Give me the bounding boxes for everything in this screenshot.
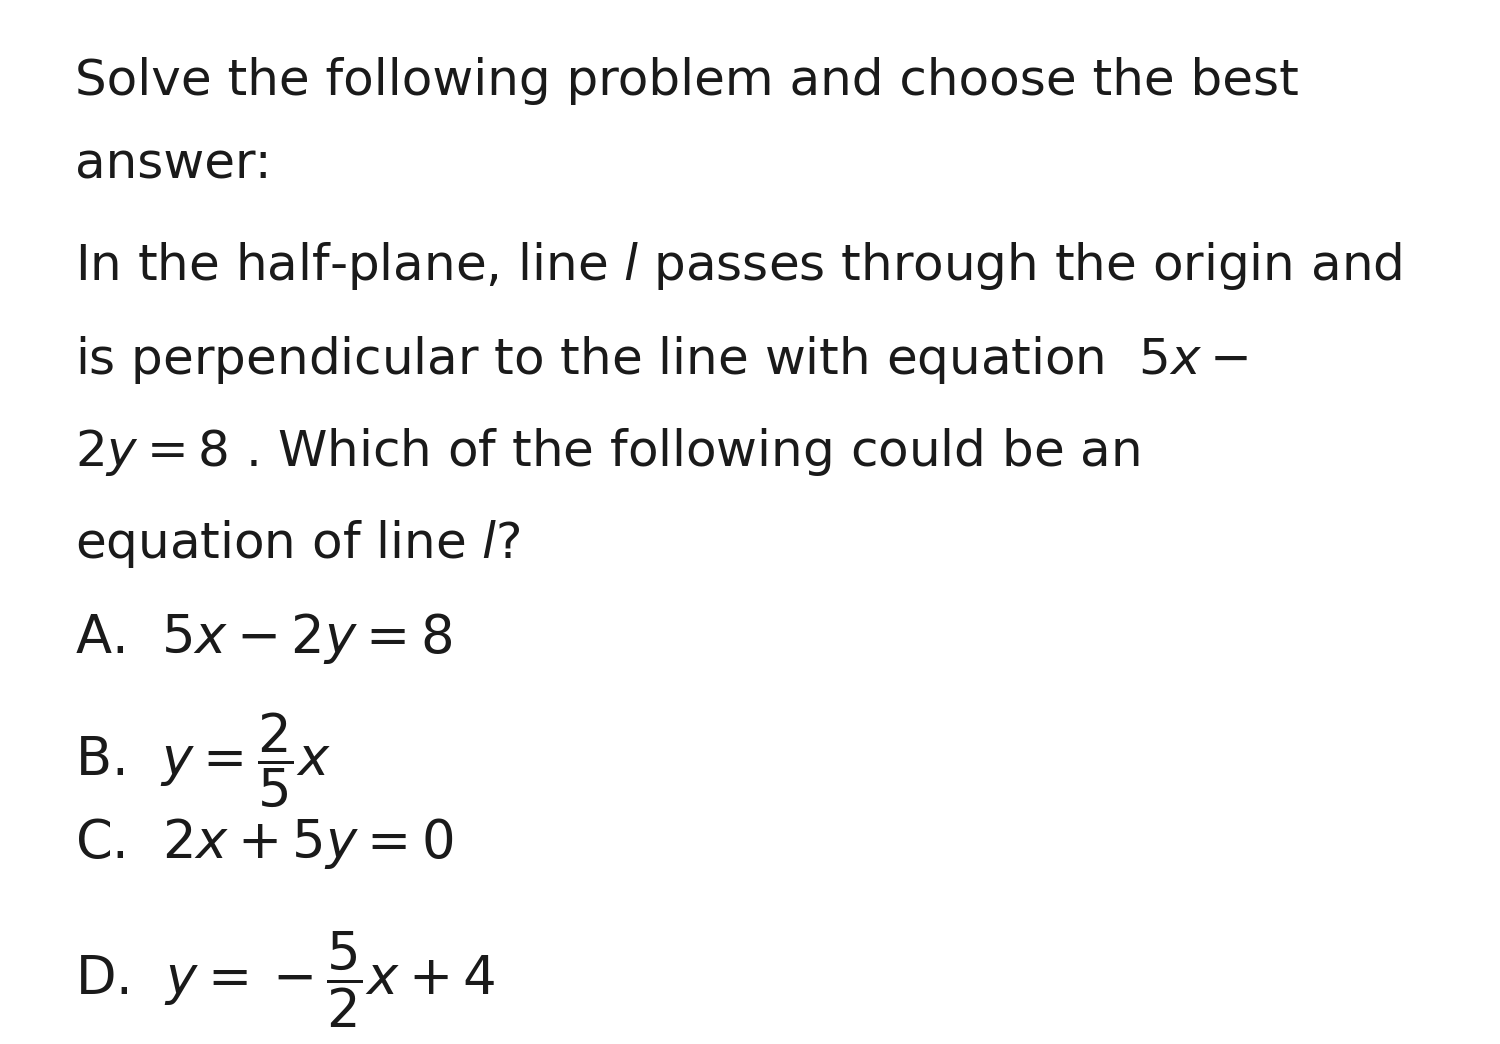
Text: B.  $y=\dfrac{2}{5}x$: B. $y=\dfrac{2}{5}x$	[75, 710, 332, 808]
Text: A.  $5x-2y=8$: A. $5x-2y=8$	[75, 611, 453, 666]
Text: In the half-plane, line $\it{l}$ passes through the origin and: In the half-plane, line $\it{l}$ passes …	[75, 240, 1402, 292]
Text: equation of line $\it{l}$?: equation of line $\it{l}$?	[75, 518, 520, 570]
Text: answer:: answer:	[75, 141, 272, 189]
Text: D.  $y=-\dfrac{5}{2}x+4$: D. $y=-\dfrac{5}{2}x+4$	[75, 929, 495, 1029]
Text: is perpendicular to the line with equation  $5x-$: is perpendicular to the line with equati…	[75, 334, 1248, 386]
Text: $2y=8$ . Which of the following could be an: $2y=8$ . Which of the following could be…	[75, 426, 1140, 478]
Text: C.  $2x+5y=0$: C. $2x+5y=0$	[75, 816, 453, 872]
Text: Solve the following problem and choose the best: Solve the following problem and choose t…	[75, 57, 1299, 105]
